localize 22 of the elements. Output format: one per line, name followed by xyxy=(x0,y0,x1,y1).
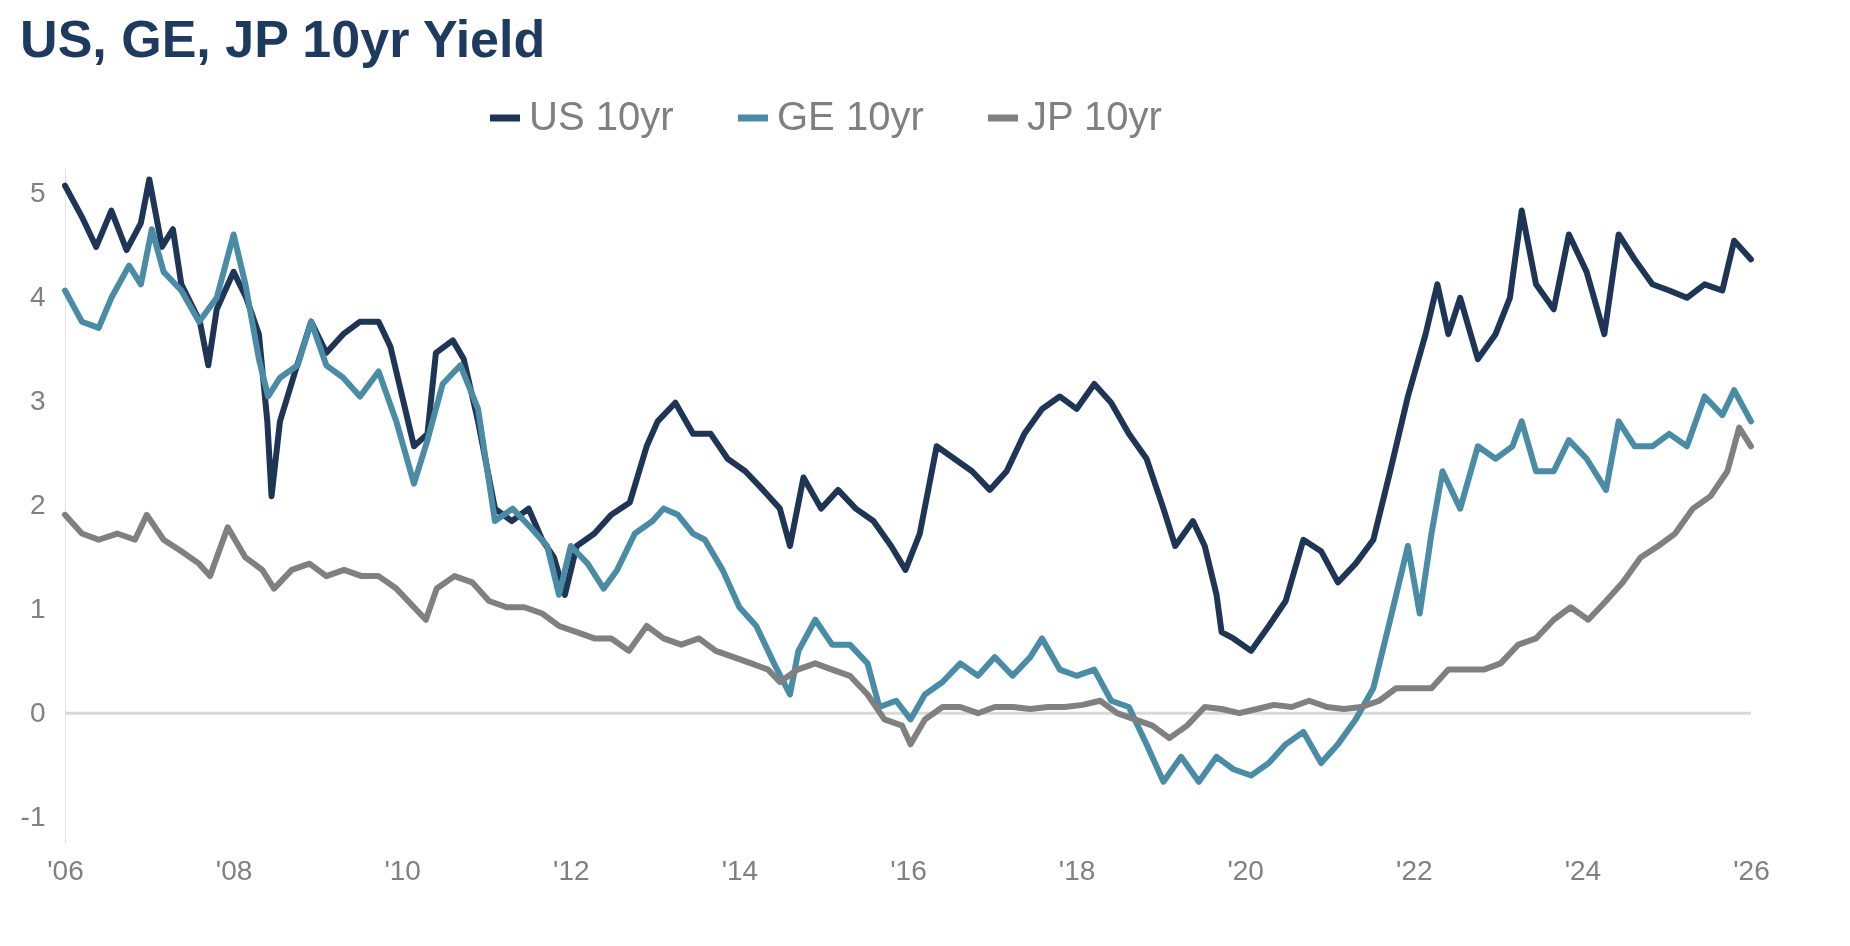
x-tick-label: '24 xyxy=(1564,854,1602,886)
y-tick-label: 2 xyxy=(29,489,46,520)
x-tick-label: '26 xyxy=(1733,854,1770,886)
chart-title: US, GE, JP 10yr Yield xyxy=(20,10,546,68)
legend-label: JP 10yr xyxy=(1027,94,1162,138)
x-tick-label: '12 xyxy=(553,854,590,886)
y-tick-label: 3 xyxy=(29,385,46,417)
x-tick-label: '10 xyxy=(384,854,421,886)
y-tick-label: 0 xyxy=(29,696,46,728)
y-tick-label: -1 xyxy=(20,800,46,832)
y-tick-label: 4 xyxy=(29,281,46,313)
x-tick-label: '06 xyxy=(47,854,84,886)
y-tick-label: 1 xyxy=(29,592,46,624)
x-tick-label: '14 xyxy=(721,854,759,886)
x-tick-label: '16 xyxy=(890,854,927,886)
x-tick-label: '18 xyxy=(1058,854,1096,886)
y-tick-label: 5 xyxy=(29,177,46,209)
x-tick-label: '20 xyxy=(1227,854,1264,886)
legend-label: GE 10yr xyxy=(777,94,924,138)
x-tick-label: '08 xyxy=(215,854,253,886)
legend-label: US 10yr xyxy=(529,94,674,138)
x-tick-label: '22 xyxy=(1396,854,1433,886)
